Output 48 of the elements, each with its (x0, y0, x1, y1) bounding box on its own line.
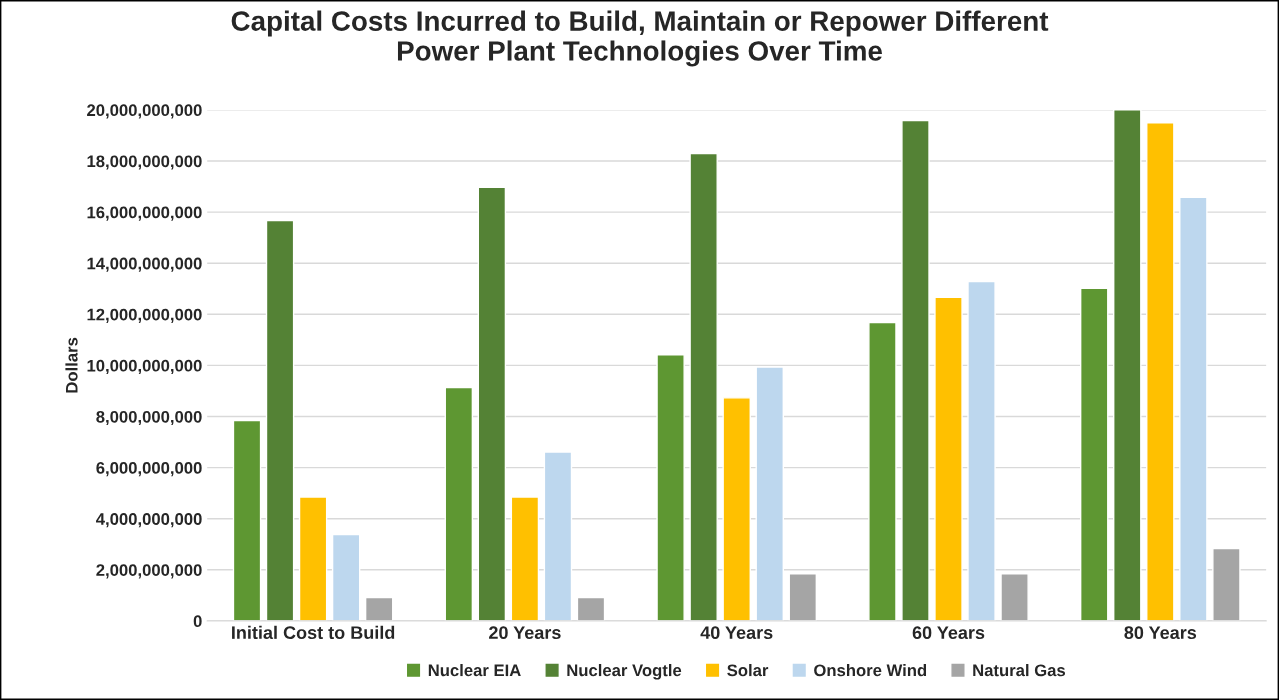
bar (298, 496, 328, 621)
y-tick-label: 0 (193, 615, 202, 628)
x-tick-label: 40 Years (700, 626, 773, 640)
bar (689, 152, 718, 621)
bar (901, 119, 930, 621)
x-tick-label: 60 Years (912, 626, 985, 640)
bar (364, 596, 394, 621)
bar (868, 321, 897, 621)
y-tick-label: 4,000,000,000 (96, 513, 202, 528)
bar (543, 451, 573, 621)
bar (1113, 109, 1142, 621)
chart-title: Capital Costs Incurred to Build, Maintain or Repower Different Power Plant Technologies Over Time (231, 10, 1049, 67)
bar (1079, 287, 1109, 621)
bar (1146, 122, 1175, 621)
y-tick-label: 20,000,000,000 (87, 104, 202, 119)
bar (1000, 573, 1029, 621)
bar (510, 496, 540, 621)
bar (331, 533, 361, 621)
bar (656, 354, 685, 621)
x-tick-label: 20 Years (489, 626, 561, 640)
bar (232, 419, 262, 621)
y-tick-label: 2,000,000,000 (96, 564, 202, 579)
bar (265, 219, 295, 621)
x-tick-label: 80 Years (1124, 626, 1197, 640)
bar (477, 186, 507, 621)
bar (1212, 547, 1241, 621)
bar (967, 280, 996, 621)
y-tick-label: 16,000,000,000 (87, 206, 202, 221)
y-tick-label: 10,000,000,000 (87, 359, 202, 375)
bar (934, 296, 963, 621)
y-tick-label: 14,000,000,000 (87, 257, 202, 272)
bar (788, 573, 818, 621)
legend-label: Nuclear EIA (428, 664, 521, 677)
bar (576, 596, 606, 621)
legend-label: Solar (727, 664, 769, 677)
bar (444, 386, 474, 621)
legend-label: Nuclear Vogtle (567, 664, 682, 680)
legend-label: Onshore Wind (814, 664, 927, 677)
x-tick-label: Initial Cost to Build (232, 625, 395, 640)
bar (722, 397, 751, 621)
bar (1179, 196, 1208, 621)
y-axis-title: Dollars (65, 337, 78, 393)
legend-label: Natural Gas (973, 664, 1066, 677)
y-tick-label: 12,000,000,000 (87, 308, 202, 323)
y-tick-label: 18,000,000,000 (87, 155, 202, 170)
y-tick-label: 6,000,000,000 (96, 462, 202, 477)
bar (755, 366, 784, 621)
y-tick-label: 8,000,000,000 (96, 410, 202, 426)
